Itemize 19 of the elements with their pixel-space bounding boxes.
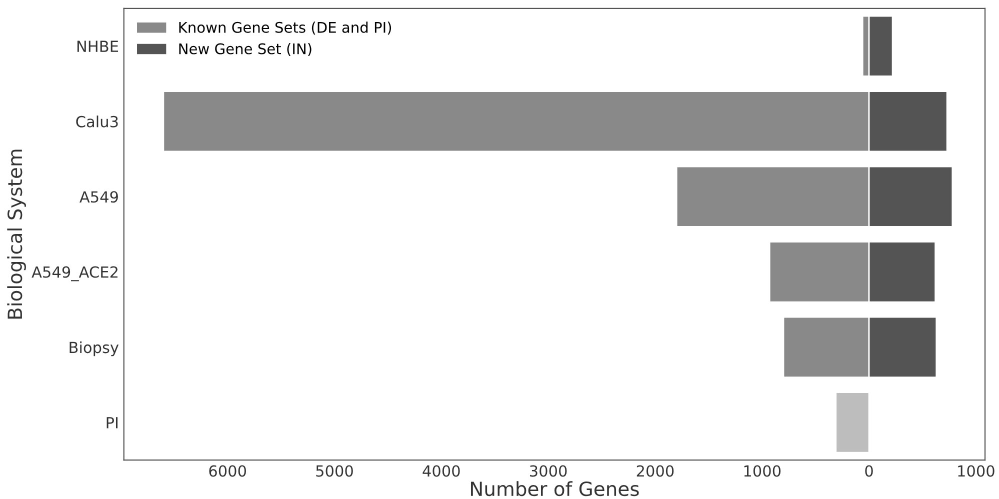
- y-tick-label: Calu3: [76, 116, 118, 128]
- x-axis-title: Number of Genes: [471, 481, 639, 496]
- y-axis-title: Biological System: [7, 150, 26, 319]
- x-tick-label: 2000: [636, 465, 674, 477]
- y-tick-label: Biopsy: [70, 341, 119, 356]
- x-tick-label: 1000: [744, 465, 781, 477]
- legend-label: New Gene Set (IN): [179, 43, 312, 56]
- x-tick-label: 5000: [316, 465, 353, 477]
- y-tick-label: PI: [106, 417, 118, 428]
- x-tick-label: 6000: [209, 465, 246, 477]
- x-tick-label: 4000: [422, 465, 460, 477]
- y-tick-label: A549_ACE2: [32, 266, 118, 282]
- legend-label: Known Gene Sets (DE and PI): [179, 22, 392, 35]
- x-tick-label: 3000: [530, 465, 567, 477]
- bar: [835, 392, 870, 454]
- y-tick-label: NHBE: [77, 40, 118, 52]
- y-tick-label: A549: [80, 191, 118, 203]
- x-tick-label: 1000: [958, 465, 994, 477]
- x-tick-label: 0: [865, 465, 873, 477]
